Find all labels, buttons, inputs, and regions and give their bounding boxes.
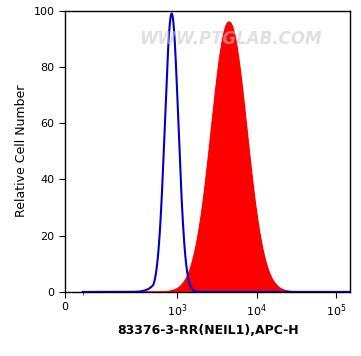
Text: WWW.PTGLAB.COM: WWW.PTGLAB.COM — [139, 30, 322, 48]
Y-axis label: Relative Cell Number: Relative Cell Number — [15, 85, 28, 218]
X-axis label: 83376-3-RR(NEIL1),APC-H: 83376-3-RR(NEIL1),APC-H — [117, 324, 299, 337]
